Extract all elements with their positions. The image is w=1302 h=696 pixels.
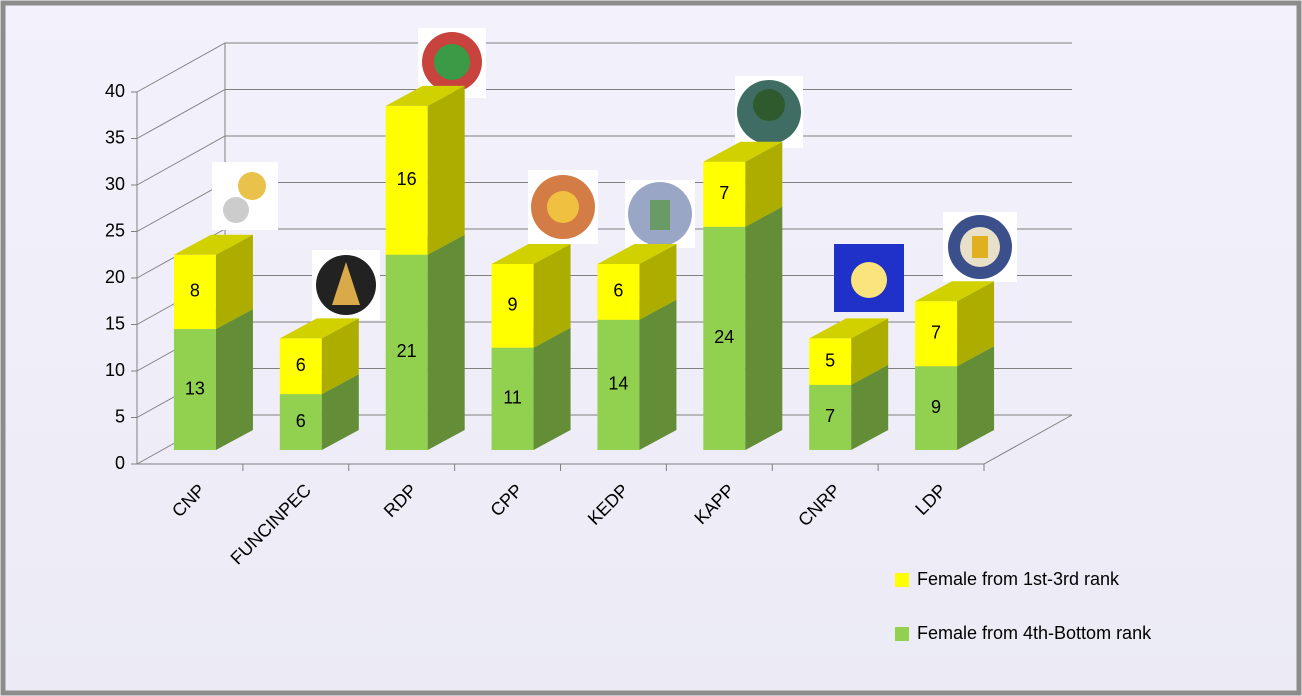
bar-side <box>639 299 677 450</box>
value-label: 7 <box>931 323 941 343</box>
bar-top <box>173 234 253 255</box>
bar-side <box>215 234 253 330</box>
value-label: 13 <box>185 378 205 398</box>
value-label: 6 <box>613 281 623 301</box>
value-label: 9 <box>508 295 518 315</box>
y-tick-label: 40 <box>105 81 125 101</box>
bar-top <box>809 318 889 339</box>
value-label: 21 <box>397 341 417 361</box>
bar-front <box>385 105 428 255</box>
bar-front <box>809 338 852 385</box>
value-label: 7 <box>825 406 835 426</box>
value-label: 6 <box>296 355 306 375</box>
bar-front <box>703 161 746 227</box>
value-label: 8 <box>190 281 200 301</box>
bar-front <box>173 254 216 330</box>
bar-side <box>851 318 889 385</box>
value-label: 5 <box>825 350 835 370</box>
bar-side <box>639 244 677 320</box>
bar-front <box>597 264 640 320</box>
bar-side <box>745 206 783 450</box>
bar-top <box>385 85 465 106</box>
value-label: 7 <box>719 183 729 203</box>
legend-swatch <box>895 573 909 587</box>
value-label: 9 <box>931 397 941 417</box>
legend-swatch <box>895 627 909 641</box>
bar-front <box>173 329 216 450</box>
y-tick-label: 15 <box>105 313 125 333</box>
bar-front <box>279 338 322 395</box>
bar-front <box>491 264 534 348</box>
value-label: 6 <box>296 411 306 431</box>
bar-front <box>385 254 428 450</box>
bar-top <box>915 281 995 302</box>
party-logos <box>212 28 1017 320</box>
bar-front <box>597 319 640 450</box>
bar-front <box>915 301 958 367</box>
value-label: 11 <box>503 388 522 408</box>
bar-side <box>851 364 889 450</box>
bar-side <box>215 309 253 450</box>
value-label: 16 <box>397 169 417 189</box>
bar-side <box>427 234 465 450</box>
bar-top <box>279 318 359 339</box>
y-tick-label: 35 <box>105 127 125 147</box>
bar-front <box>915 366 958 450</box>
value-label: 14 <box>608 374 628 394</box>
bar-side <box>533 327 571 450</box>
bar-side <box>321 374 359 450</box>
bar-side <box>745 141 783 227</box>
bar-side <box>957 281 995 367</box>
y-tick-label: 5 <box>115 406 125 426</box>
bar-side <box>321 318 359 395</box>
legend-label: Female from 4th-Bottom rank <box>917 623 1152 643</box>
bar-front <box>279 394 322 450</box>
bar-front <box>809 384 852 450</box>
bar-top <box>703 141 783 162</box>
bar-front <box>491 347 534 450</box>
y-tick-label: 20 <box>105 267 125 287</box>
bar-side <box>427 85 465 255</box>
legend-label: Female from 1st-3rd rank <box>917 569 1120 589</box>
bar-top <box>491 244 571 264</box>
y-tick-label: 30 <box>105 174 125 194</box>
bar-side <box>957 346 995 450</box>
y-tick-label: 10 <box>105 360 125 380</box>
y-tick-label: 0 <box>115 453 125 473</box>
value-label: 24 <box>714 327 734 347</box>
bar-top <box>597 244 677 264</box>
grid-line <box>136 42 1072 93</box>
bar-side <box>533 244 571 348</box>
y-tick-label: 25 <box>105 220 125 240</box>
bar-front <box>703 226 746 450</box>
